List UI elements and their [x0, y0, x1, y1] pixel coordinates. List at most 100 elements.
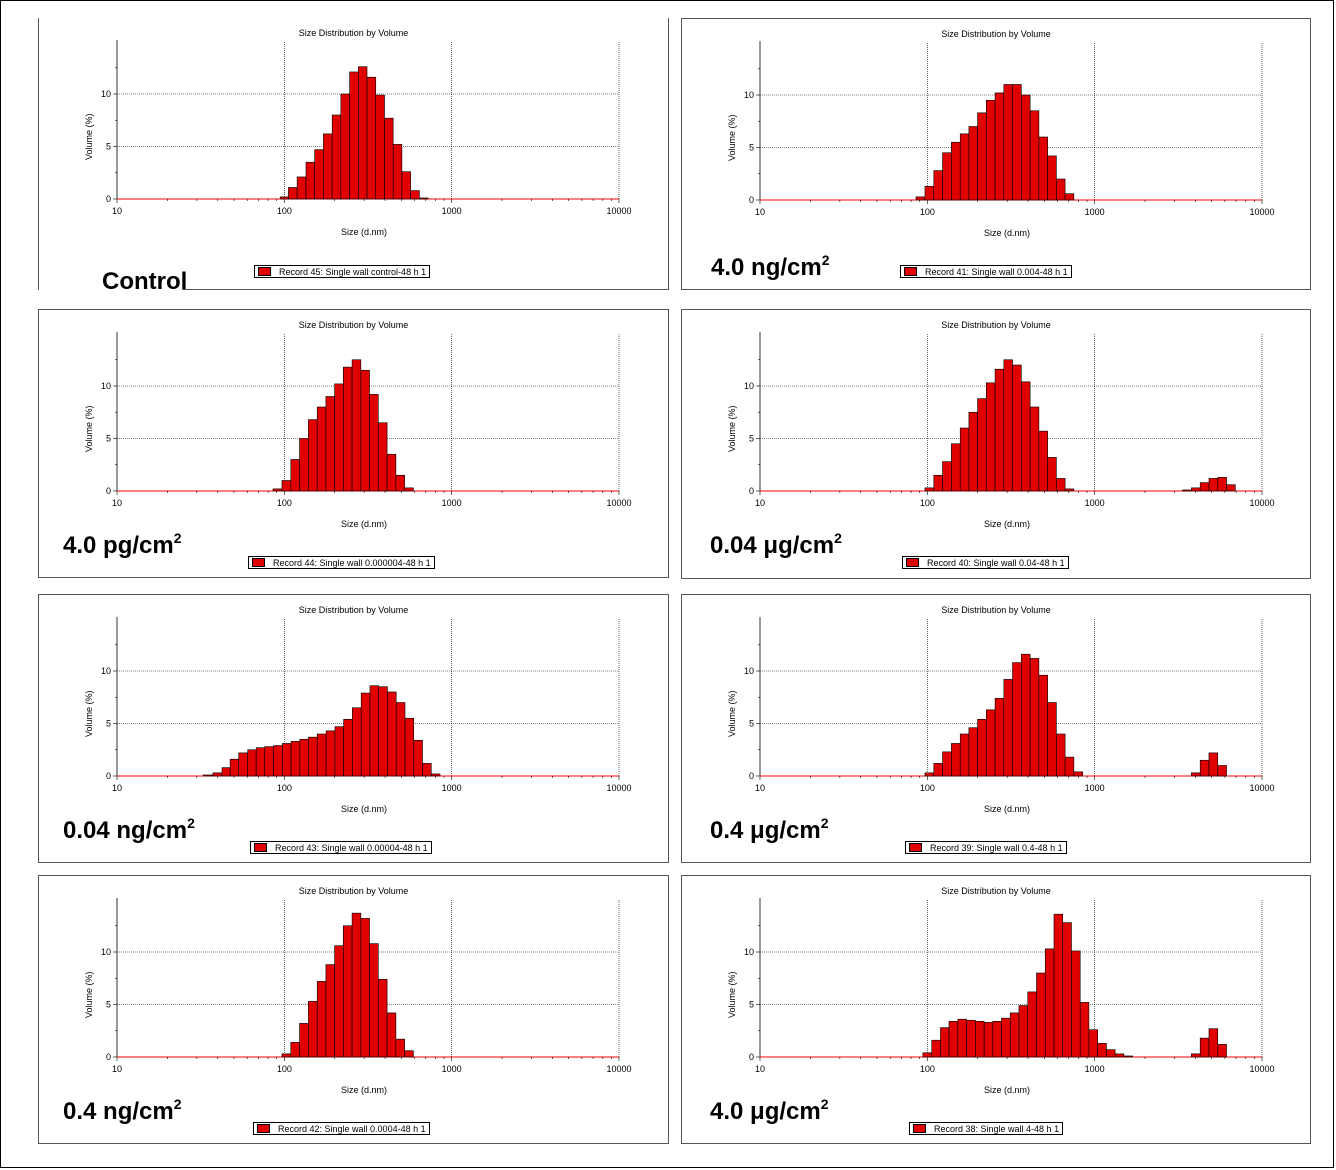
histogram-bar [1123, 1055, 1133, 1058]
histogram-bar [1003, 84, 1013, 201]
histogram-bar [1001, 1017, 1011, 1058]
y-tick-label: 0 [749, 486, 754, 496]
histogram-bar [915, 196, 926, 201]
x-tick-label: 100 [920, 1064, 935, 1074]
y-axis-label: Volume (%) [727, 690, 737, 737]
histogram-bar [377, 979, 388, 1058]
x-tick-label: 100 [920, 207, 935, 217]
histogram-bar [922, 1052, 933, 1058]
panel-bottom-rule [182, 289, 669, 290]
histogram-bar [386, 1012, 397, 1058]
x-tick-label: 10000 [1249, 1064, 1274, 1074]
legend-swatch [257, 1124, 270, 1133]
histogram-bar [1036, 972, 1046, 1058]
histogram-bar [334, 383, 344, 492]
histogram-bar [343, 719, 353, 777]
histogram-bar [959, 427, 970, 492]
histogram-bar [395, 702, 406, 777]
histogram-bar [360, 918, 370, 1058]
y-tick-label: 5 [749, 434, 754, 444]
x-tick-label: 10000 [606, 1064, 631, 1074]
histogram-bar [308, 419, 318, 492]
y-tick-label: 10 [744, 90, 754, 100]
chart-panel: Size Distribution by Volume 0 5 10 10 100 1000… [681, 18, 1311, 290]
histogram-bar [933, 170, 943, 201]
y-tick-label: 0 [106, 771, 111, 781]
x-tick-label: 100 [277, 1064, 292, 1074]
y-tick-label: 0 [749, 1052, 754, 1062]
histogram-bar [229, 758, 240, 777]
concentration-label: 0.04 ng/cm2 [63, 815, 195, 845]
concentration-exponent: 2 [173, 1096, 182, 1112]
histogram-bar [360, 692, 371, 777]
x-tick-label: 10 [112, 206, 122, 216]
histogram-bar [308, 1001, 318, 1058]
histogram-bar [325, 396, 335, 492]
histogram-bar [977, 719, 987, 777]
histogram-bar [264, 746, 274, 777]
histogram-bar [290, 1042, 300, 1058]
legend-box: Record 41: Single wall 0.004-48 h 1 [900, 265, 1072, 278]
histogram-bar [422, 763, 432, 777]
x-tick-label: 10 [112, 1064, 122, 1074]
y-tick-label: 10 [101, 947, 111, 957]
chart-panel: Size Distribution by Volume 0 5 10 10 100 1000… [38, 309, 669, 578]
concentration-text: 0.4 ng/cm [63, 1098, 174, 1125]
y-tick-label: 10 [744, 666, 754, 676]
histogram-bar [1027, 991, 1037, 1058]
histogram-bar [968, 126, 978, 201]
histogram-bar [1071, 950, 1081, 1058]
histogram-bar [1062, 922, 1072, 1058]
histogram-bar [404, 1050, 414, 1058]
x-tick-label: 10 [112, 498, 122, 508]
histogram-bar [386, 453, 397, 492]
chart-panel: Size Distribution by Volume 0 5 10 10 100 1000… [38, 875, 669, 1144]
histogram-bar [413, 740, 423, 777]
x-tick-label: 1000 [442, 783, 462, 793]
histogram-bar [369, 943, 379, 1058]
x-axis-label: Size (d.nm) [984, 519, 1031, 529]
histogram-bar [1029, 658, 1040, 777]
histogram-bar [290, 459, 300, 492]
histogram-bar [1114, 1053, 1125, 1058]
histogram-bar [221, 767, 231, 777]
x-tick-label: 100 [920, 498, 935, 508]
concentration-exponent: 2 [821, 252, 830, 268]
legend-swatch [254, 843, 267, 852]
legend-box: Record 45: Single wall control-48 h 1 [254, 265, 431, 278]
y-tick-label: 5 [106, 719, 111, 729]
histogram-bar [977, 398, 987, 492]
x-tick-label: 10000 [1249, 498, 1274, 508]
histogram-bar [255, 747, 266, 777]
histogram-bar [959, 133, 970, 201]
plot-area: 0 5 10 10 100 1000 10000 [744, 617, 1275, 793]
y-axis-label: Volume (%) [727, 405, 737, 452]
histogram-bar [351, 912, 362, 1058]
legend-box: Record 44: Single wall 0.000004-48 h 1 [248, 556, 435, 569]
concentration-label: 4.0 μg/cm2 [710, 1096, 829, 1126]
histogram-bar [296, 176, 307, 200]
histogram-bar [1020, 653, 1031, 777]
histogram-bar [314, 149, 324, 200]
histogram-bar [1038, 136, 1048, 201]
histogram-bar [1020, 381, 1031, 492]
x-tick-label: 10000 [1249, 207, 1274, 217]
histogram-bar [1208, 478, 1219, 492]
histogram-bar [968, 411, 978, 492]
histogram-bar [325, 964, 335, 1058]
legend-label: Record 41: Single wall 0.004-48 h 1 [925, 266, 1068, 277]
histogram-bar [299, 1023, 309, 1058]
histogram-bar [983, 1022, 994, 1058]
histogram-bar [212, 772, 223, 777]
y-tick-label: 10 [101, 381, 111, 391]
histogram-bar [401, 171, 411, 200]
x-tick-label: 10 [755, 207, 765, 217]
histogram-bar [366, 76, 377, 200]
histogram-bar [1047, 702, 1057, 777]
x-axis-label: Size (d.nm) [984, 228, 1031, 238]
histogram-bar [384, 117, 394, 200]
chart-title: Size Distribution by Volume [941, 605, 1051, 615]
histogram-bar [340, 93, 350, 200]
histogram-bar [1191, 772, 1201, 777]
histogram-bar [378, 686, 388, 777]
